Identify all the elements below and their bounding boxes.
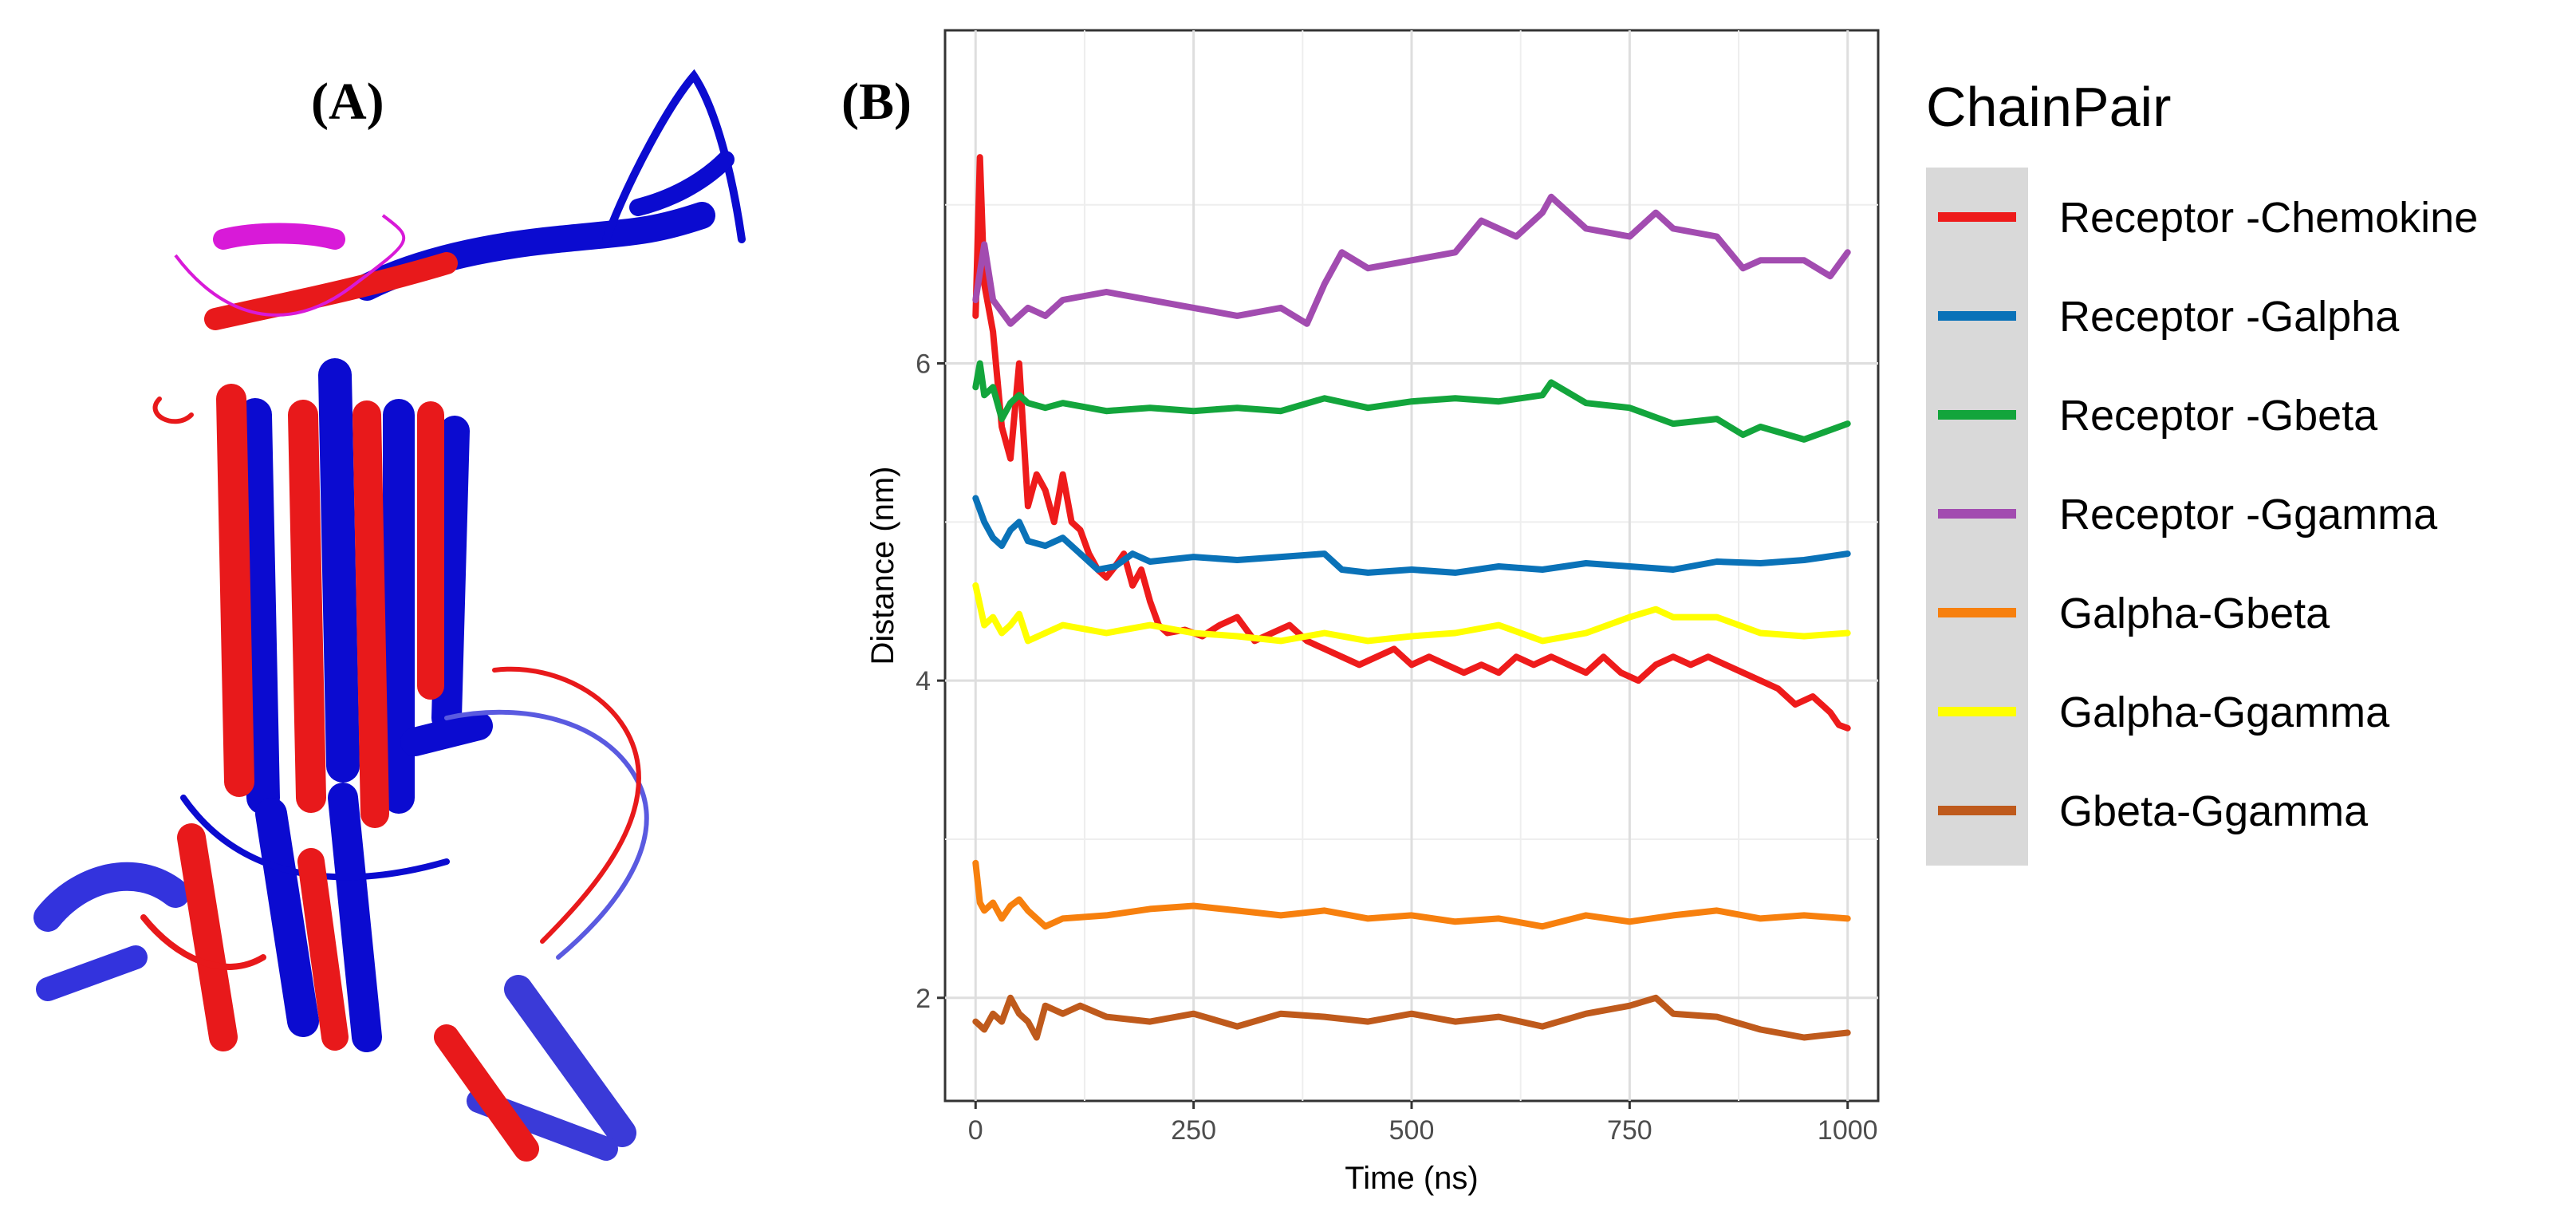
series-line-gbeta-ggamma: [972, 994, 1851, 1041]
panel-b-label: (B): [841, 73, 912, 131]
x-tick-label: 1000: [1818, 1115, 1878, 1146]
x-axis-title: Time (ns): [1345, 1161, 1478, 1196]
grid-lines: [945, 30, 1878, 1101]
legend-label: Receptor -Gbeta: [2059, 392, 2378, 440]
x-tick-label: 500: [1389, 1115, 1435, 1146]
series-line-receptor-gbeta: [972, 360, 1851, 443]
legend: ChainPair Receptor -Chemokine Receptor -G…: [1926, 76, 2478, 866]
red-structure: [140, 252, 641, 1162]
y-axis-ticks: 2 4 6: [916, 349, 945, 1014]
y-tick-label: 6: [916, 349, 931, 380]
x-tick-label: 0: [968, 1115, 983, 1146]
magenta-structure: [174, 214, 406, 317]
series-line-receptor-ggamma: [972, 193, 1851, 327]
series-lines: [972, 154, 1851, 1041]
series-line-receptor-chemokine: [972, 154, 1851, 732]
x-axis-ticks: 0 250 500 750 1000: [968, 1101, 1878, 1146]
y-axis-title: Distance (nm): [865, 467, 900, 665]
series-line-galpha-gbeta: [972, 859, 1851, 930]
panel-a-label: (A): [311, 73, 384, 131]
y-tick-label: 2: [916, 984, 931, 1014]
legend-label: Receptor -Galpha: [2059, 293, 2400, 341]
x-tick-label: 750: [1607, 1115, 1652, 1146]
series-line-galpha-ggamma: [972, 582, 1851, 645]
protein-structure-overlay: [33, 69, 746, 1162]
legend-label: Galpha-Ggamma: [2059, 688, 2390, 736]
blue-structure: [33, 69, 746, 1161]
legend-label: Gbeta-Ggamma: [2059, 787, 2369, 835]
x-tick-label: 250: [1171, 1115, 1216, 1146]
series-line-receptor-galpha: [972, 495, 1851, 576]
legend-label: Receptor -Chemokine: [2059, 194, 2478, 242]
legend-title: ChainPair: [1926, 76, 2171, 138]
legend-label: Galpha-Gbeta: [2059, 590, 2330, 637]
y-tick-label: 4: [916, 666, 931, 696]
legend-label: Receptor -Ggamma: [2059, 491, 2438, 538]
